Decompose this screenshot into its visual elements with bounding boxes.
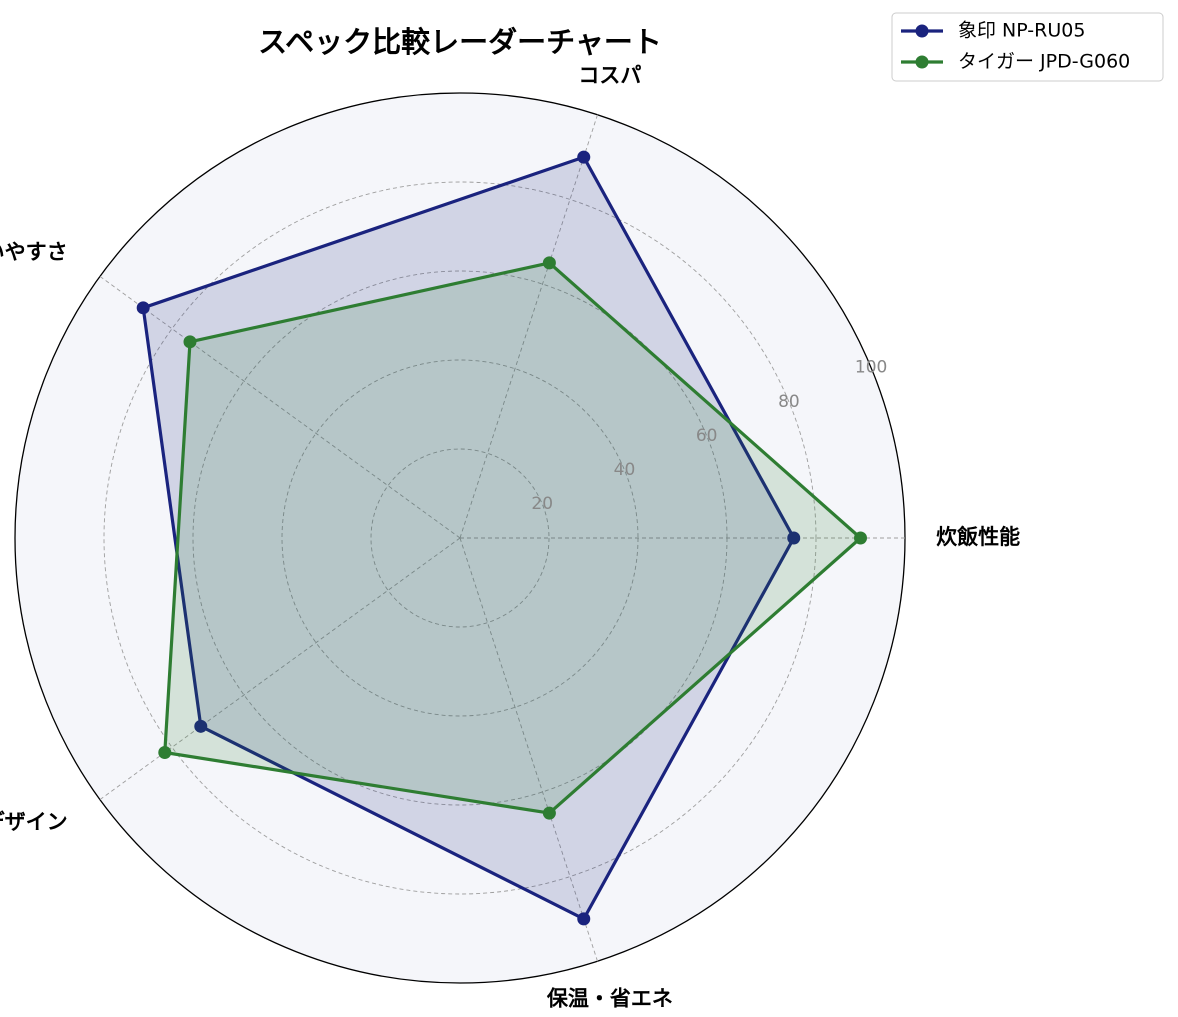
axis-label-2: 使いやすさ <box>0 240 68 264</box>
axis-label-0: 炊飯性能 <box>936 525 1020 549</box>
radial-tick-label-100: 100 <box>855 358 887 378</box>
axis-label-4: 保温・省エネ <box>546 986 673 1010</box>
chart-title: スペック比較レーダーチャート <box>258 25 662 59</box>
axis-label-1: コスパ <box>578 64 641 88</box>
legend-box <box>891 12 1164 82</box>
series-1-point-2 <box>183 335 197 349</box>
series-0-point-3 <box>194 719 208 733</box>
grid-ring-80 <box>103 181 817 895</box>
axis-label-3: デザイン <box>0 810 68 834</box>
series-1-point-0 <box>854 531 867 545</box>
series-0-line <box>141 155 796 921</box>
axis-label-layer: 炊飯性能 コスパ使いやすさデザイン保温・省エネ <box>0 64 1020 1011</box>
series-0-point-1 <box>577 150 591 164</box>
series-1-area <box>164 262 861 814</box>
legend-marker-0 <box>915 24 929 38</box>
tick-layer: 20 40 60 80 100 <box>531 358 887 514</box>
series-0-point-2 <box>136 301 150 315</box>
legend-label-1: タイガー JPD-G060 <box>958 51 1130 73</box>
series-1-point-1 <box>542 256 556 270</box>
series-layer <box>136 150 867 926</box>
legend: 象印 NP-RU05 タイガー JPD-G060 <box>891 12 1164 82</box>
grid-ring-20 <box>370 448 550 628</box>
series-1-point-3 <box>158 745 172 759</box>
radial-tick-label-80: 80 <box>778 392 800 412</box>
radial-tick-label-40: 40 <box>614 460 636 480</box>
series-0-area <box>143 157 794 919</box>
grid-layer <box>99 114 905 962</box>
radial-tick-label-20: 20 <box>531 494 553 514</box>
legend-marker-1 <box>915 55 929 69</box>
legend-label-0: 象印 NP-RU05 <box>958 20 1085 42</box>
series-1-point-4 <box>542 806 556 820</box>
series-0-point-4 <box>577 912 591 926</box>
series-1-line <box>163 261 863 815</box>
radial-tick-label-60: 60 <box>696 426 718 446</box>
series-0-point-0 <box>787 531 801 545</box>
